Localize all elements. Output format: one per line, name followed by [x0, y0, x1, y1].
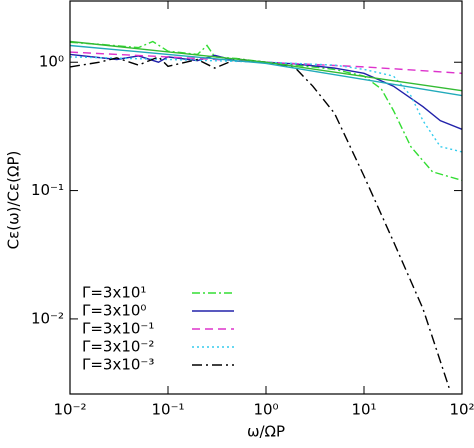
- legend-label: Γ=3x10¹: [82, 284, 146, 302]
- line: [70, 53, 462, 130]
- y-axis-label: Cε(ω)/Cε(ΩP): [5, 151, 23, 250]
- legend-label: Γ=3x10⁻²: [82, 338, 154, 356]
- x-tick-label: 10¹: [351, 401, 376, 419]
- plot-frame: [69, 0, 463, 395]
- line: [70, 51, 462, 74]
- x-tick-label: 10⁰: [253, 401, 278, 419]
- x-tick-label: 10⁻¹: [151, 401, 184, 419]
- y-tick-label: 10⁻²: [31, 309, 64, 327]
- line: [70, 56, 462, 153]
- x-tick-label: 10⁻²: [53, 401, 86, 419]
- legend-label: Γ=3x10⁰: [82, 302, 146, 320]
- line: [70, 56, 451, 391]
- legend-label: Γ=3x10⁻¹: [82, 320, 154, 338]
- y-tick-label: 10⁻¹: [31, 181, 64, 199]
- y-tick-label: 10⁰: [39, 53, 64, 71]
- x-axis-label: ω/ΩP: [247, 423, 285, 441]
- line: [70, 44, 462, 97]
- line: [70, 40, 462, 92]
- legend-label: Γ=3x10⁻³: [82, 356, 154, 374]
- x-tick-label: 10²: [449, 401, 474, 419]
